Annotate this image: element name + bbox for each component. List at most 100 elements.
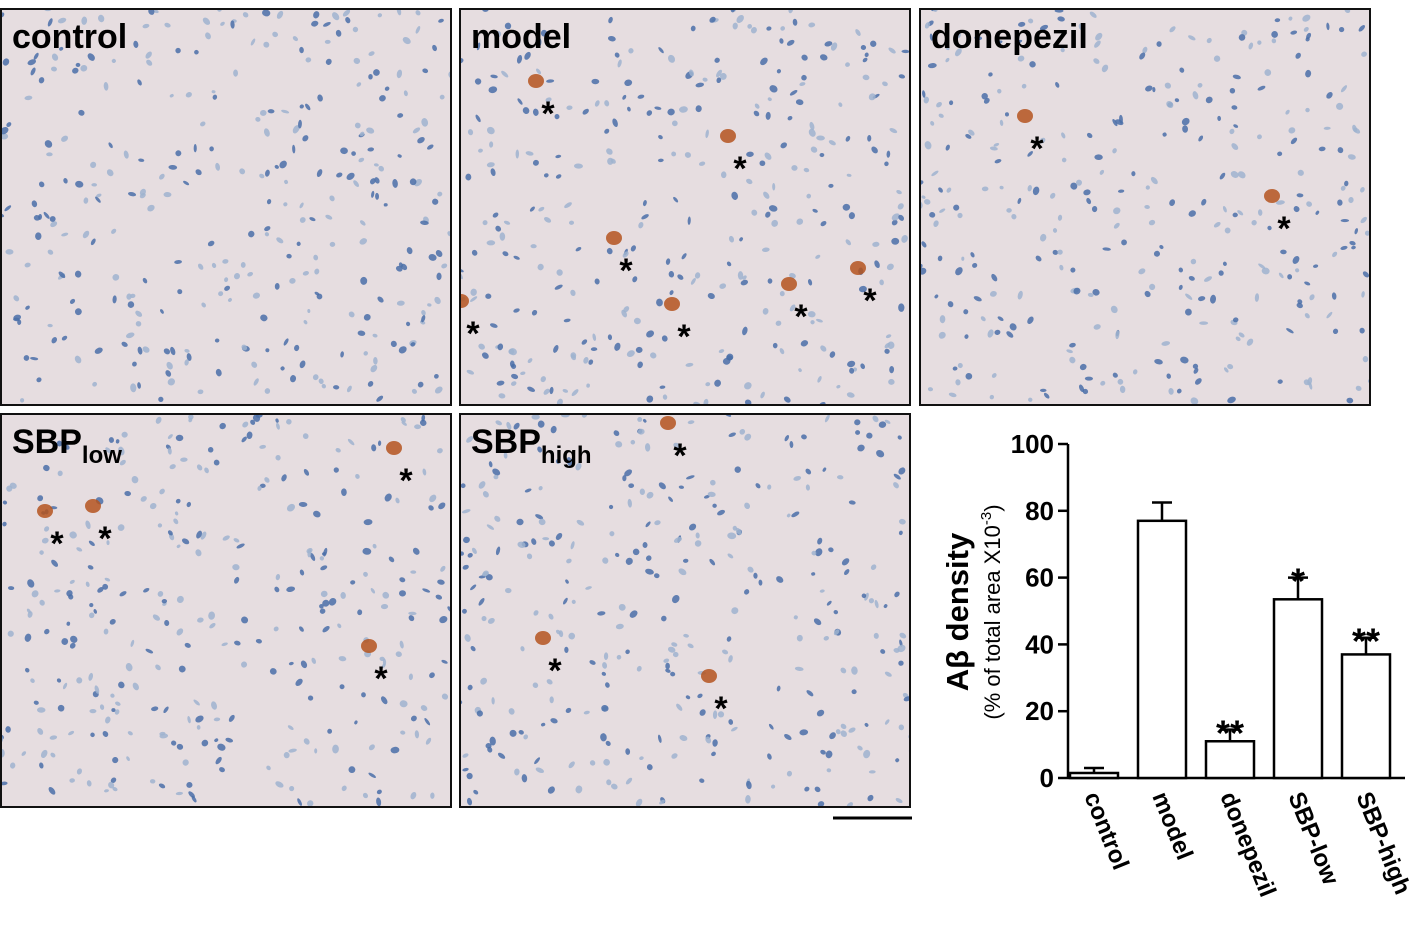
cell bbox=[939, 208, 946, 213]
cell bbox=[2, 521, 7, 527]
cell bbox=[527, 386, 535, 392]
cell bbox=[25, 305, 30, 310]
cell bbox=[885, 334, 892, 339]
cell bbox=[424, 718, 431, 726]
cell bbox=[554, 113, 560, 120]
panel-label-main: SBP bbox=[471, 423, 541, 461]
cell bbox=[844, 569, 850, 576]
cell bbox=[1178, 284, 1183, 291]
cell bbox=[492, 212, 499, 218]
cell bbox=[779, 348, 785, 355]
cell bbox=[1060, 47, 1065, 53]
cell bbox=[868, 770, 876, 774]
cell bbox=[98, 14, 105, 23]
cell bbox=[37, 727, 44, 735]
cell bbox=[806, 690, 814, 697]
cell bbox=[945, 57, 950, 63]
cell bbox=[376, 395, 384, 402]
cell bbox=[524, 51, 531, 60]
cell bbox=[830, 42, 838, 51]
asterisk: * bbox=[1277, 210, 1291, 248]
cell bbox=[275, 455, 281, 461]
cell bbox=[514, 768, 520, 776]
cell bbox=[87, 565, 94, 570]
cell bbox=[377, 440, 382, 447]
cell bbox=[422, 588, 431, 593]
asterisk: * bbox=[714, 690, 728, 728]
cell bbox=[562, 388, 569, 393]
cell bbox=[527, 358, 533, 364]
cell bbox=[23, 355, 30, 361]
cell bbox=[1233, 124, 1239, 128]
cell bbox=[313, 510, 321, 518]
cell bbox=[195, 715, 204, 723]
cell bbox=[641, 214, 649, 220]
cell bbox=[57, 470, 63, 477]
cell bbox=[372, 543, 377, 549]
cell bbox=[373, 356, 378, 365]
y-sub-text: (% of total area X10 bbox=[980, 525, 1005, 719]
cell bbox=[794, 666, 804, 672]
cell bbox=[44, 628, 50, 635]
cell bbox=[1112, 148, 1117, 154]
cell bbox=[368, 51, 375, 56]
cell bbox=[112, 756, 119, 764]
cell bbox=[481, 616, 487, 622]
cell bbox=[498, 393, 506, 399]
cell bbox=[515, 149, 520, 159]
cell bbox=[289, 278, 296, 284]
cell bbox=[1069, 356, 1076, 364]
cell bbox=[793, 476, 802, 481]
cell bbox=[898, 724, 905, 731]
cell bbox=[504, 587, 512, 594]
cell bbox=[671, 151, 677, 157]
cell bbox=[761, 247, 770, 253]
cell bbox=[314, 268, 320, 275]
cell bbox=[480, 677, 488, 685]
cell bbox=[636, 665, 642, 672]
cell bbox=[1188, 276, 1195, 281]
cell bbox=[415, 26, 421, 34]
cell bbox=[241, 344, 248, 351]
cell bbox=[21, 751, 27, 756]
panel-border bbox=[459, 8, 911, 406]
cell bbox=[760, 57, 768, 66]
cell bbox=[228, 714, 235, 722]
cell bbox=[672, 651, 679, 658]
cell bbox=[406, 247, 413, 255]
cell bbox=[999, 185, 1004, 190]
cell bbox=[1251, 220, 1257, 226]
cell bbox=[540, 722, 546, 727]
cell bbox=[320, 565, 328, 571]
cell bbox=[825, 750, 833, 759]
cell bbox=[157, 523, 163, 528]
cell bbox=[1035, 255, 1042, 262]
plaque bbox=[85, 499, 101, 513]
cell bbox=[678, 568, 687, 576]
cell bbox=[1190, 258, 1197, 265]
cell bbox=[894, 591, 900, 598]
cell bbox=[726, 261, 732, 267]
cell bbox=[322, 599, 330, 607]
cell bbox=[127, 731, 133, 736]
cell bbox=[665, 258, 671, 265]
cell bbox=[1285, 109, 1290, 115]
plaque bbox=[1017, 109, 1033, 123]
cell bbox=[857, 444, 865, 452]
cell bbox=[1117, 189, 1125, 193]
cell bbox=[4, 205, 12, 212]
cell bbox=[1021, 83, 1027, 89]
cell bbox=[340, 592, 346, 599]
cell bbox=[810, 320, 815, 325]
cell bbox=[646, 110, 653, 116]
cell bbox=[174, 511, 179, 516]
cell bbox=[687, 643, 694, 649]
cell bbox=[435, 250, 443, 257]
cell bbox=[1340, 185, 1346, 191]
cell bbox=[699, 709, 706, 716]
panel-label-main: model bbox=[471, 18, 571, 56]
cell bbox=[1179, 67, 1185, 73]
cell bbox=[632, 548, 640, 556]
cell bbox=[1349, 240, 1356, 246]
cell bbox=[606, 247, 613, 255]
